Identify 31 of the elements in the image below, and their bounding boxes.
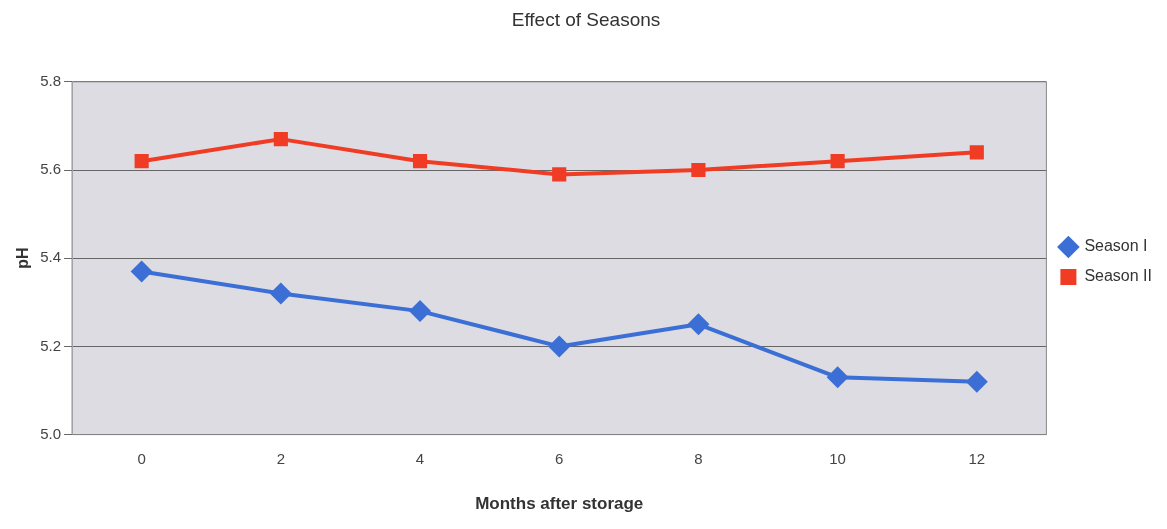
point bbox=[134, 154, 149, 169]
y-tick-label: 5.4 bbox=[40, 248, 62, 266]
x-tick-label: 2 bbox=[276, 449, 286, 467]
chart-title: Effect of Seasons bbox=[511, 8, 661, 30]
point bbox=[965, 370, 988, 393]
y-axis-title: pH bbox=[14, 247, 32, 269]
point bbox=[552, 167, 567, 182]
y-tick-label: 5.0 bbox=[40, 424, 62, 442]
y-tick-label: 5.8 bbox=[40, 71, 62, 89]
legend-label: Season II bbox=[1084, 267, 1153, 285]
x-tick-label: 8 bbox=[694, 449, 703, 467]
point bbox=[409, 300, 432, 323]
point bbox=[269, 282, 292, 305]
point bbox=[830, 154, 845, 169]
point bbox=[826, 366, 849, 389]
point bbox=[548, 335, 571, 358]
point bbox=[969, 145, 984, 160]
point bbox=[273, 132, 288, 147]
y-tick-label: 5.6 bbox=[40, 160, 62, 178]
legend-label: Season I bbox=[1084, 237, 1148, 255]
y-tick-label: 5.2 bbox=[40, 336, 62, 354]
point bbox=[687, 313, 710, 336]
x-tick-label: 6 bbox=[555, 449, 564, 467]
x-axis-title: Months after storage bbox=[475, 494, 644, 514]
x-tick-label: 12 bbox=[968, 449, 986, 467]
x-tick-label: 0 bbox=[137, 449, 146, 467]
x-tick-label: 4 bbox=[415, 449, 425, 467]
x-tick-label: 10 bbox=[829, 449, 846, 467]
point bbox=[691, 162, 706, 178]
point bbox=[130, 260, 153, 283]
point bbox=[412, 154, 428, 169]
